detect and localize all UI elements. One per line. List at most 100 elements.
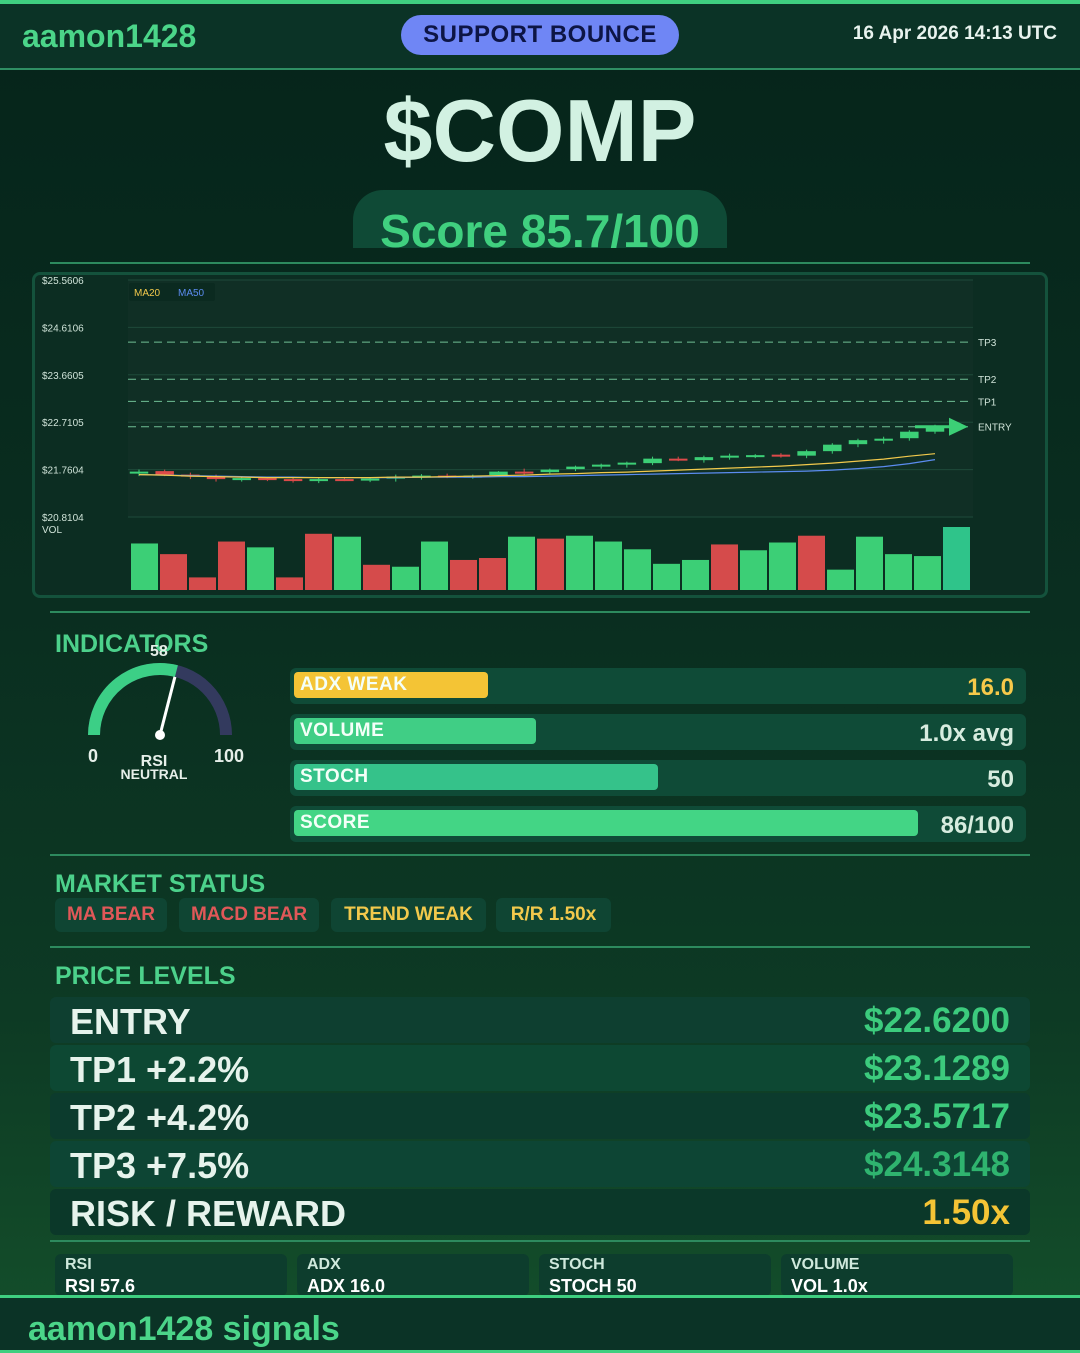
ma20-line xyxy=(138,453,936,479)
indicator-value: 1.0x avg xyxy=(919,720,1014,747)
stat-value: STOCH 50 xyxy=(549,1276,637,1296)
volume-bar xyxy=(595,541,622,590)
price-level-name: TP3 +7.5% xyxy=(70,1145,250,1186)
y-tick-label: $20.8104 xyxy=(42,513,84,524)
candle-body xyxy=(823,444,842,452)
gauge-min-label: 0 xyxy=(88,746,98,766)
volume-bar xyxy=(653,563,680,590)
price-level-row: TP1 +2.2% $23.1289 xyxy=(50,1045,1030,1091)
volume-bar xyxy=(827,569,854,590)
status-chip: R/R 1.50x xyxy=(496,898,611,932)
price-level-name: TP1 +2.2% xyxy=(70,1049,250,1090)
volume-bar xyxy=(624,549,651,590)
stat-label: ADX xyxy=(307,1256,341,1273)
volume-bar xyxy=(160,554,187,590)
volume-bar xyxy=(479,558,506,590)
gauge-needle xyxy=(158,676,177,736)
candle-body xyxy=(643,458,662,464)
candle-body xyxy=(283,479,303,482)
candle-body xyxy=(925,426,945,432)
candle-body xyxy=(206,476,226,480)
y-tick-label: $23.6605 xyxy=(42,371,84,382)
volume-bar xyxy=(247,547,274,590)
indicators-title: INDICATORS xyxy=(55,630,209,658)
status-chip: MACD BEAR xyxy=(179,898,319,932)
candle-body xyxy=(540,469,560,473)
indicator-row: SCORE 86/100 xyxy=(290,806,1026,842)
plot-area xyxy=(128,280,973,517)
y-tick-label: $25.5606 xyxy=(42,276,84,287)
candle-body xyxy=(309,479,328,482)
divider xyxy=(50,946,1030,948)
volume-bar xyxy=(537,538,564,590)
indicator-fill xyxy=(294,718,537,744)
volume-bar xyxy=(856,536,883,590)
candle-body xyxy=(617,462,637,465)
volume-bar xyxy=(276,577,303,590)
volume-bar xyxy=(334,536,361,590)
footer-bar: aamon1428 signals xyxy=(0,1295,1080,1353)
level-label-entry: ENTRY xyxy=(978,423,1012,434)
price-level-value: $23.5717 xyxy=(864,1097,1010,1136)
top-accent-line xyxy=(0,0,1080,4)
indicator-row: STOCH 50 xyxy=(290,760,1026,796)
candle-body xyxy=(566,466,585,470)
status-chip: TREND WEAK xyxy=(331,898,486,932)
stat-card: VOLUME VOL 1.0x xyxy=(781,1254,1013,1296)
divider xyxy=(50,611,1030,613)
y-tick-label: $24.6106 xyxy=(42,323,84,334)
price-level-value: 1.50x xyxy=(922,1193,1010,1232)
volume-bar xyxy=(769,542,796,590)
gauge-state-label: NEUTRAL xyxy=(121,766,188,782)
candle-body xyxy=(335,479,354,482)
indicator-fill xyxy=(294,672,488,698)
level-label-tp2: TP2 xyxy=(978,375,997,386)
indicator-label: ADX WEAK xyxy=(300,674,408,695)
divider xyxy=(50,854,1030,856)
candle-body xyxy=(591,464,611,467)
indicator-value: 16.0 xyxy=(967,674,1014,701)
gauge-pivot xyxy=(155,730,165,740)
y-tick-label: $22.7105 xyxy=(42,418,84,429)
indicator-value: 50 xyxy=(987,766,1014,793)
volume-bar xyxy=(421,541,448,590)
volume-bar xyxy=(566,535,593,590)
candle-body xyxy=(129,471,149,474)
volume-axis-label: VOL xyxy=(42,525,62,536)
gauge-title-label: RSI xyxy=(141,753,168,770)
header-bar: aamon1428 SUPPORT BOUNCE 16 Apr 2026 14:… xyxy=(0,4,1080,70)
indicator-fill xyxy=(294,810,918,836)
stat-value: RSI 57.6 xyxy=(65,1276,136,1296)
candle-body xyxy=(258,478,277,481)
price-level-value: $22.6200 xyxy=(864,1001,1010,1040)
stat-label: VOLUME xyxy=(791,1256,860,1273)
stat-card: RSI RSI 57.6 xyxy=(55,1254,287,1296)
indicator-label: VOLUME xyxy=(300,720,385,741)
stat-value: VOL 1.0x xyxy=(791,1276,868,1296)
candle-body xyxy=(771,454,791,457)
score-text: Score 85.7/100 xyxy=(380,205,700,248)
candle-body xyxy=(720,455,739,458)
score-badge: Score 85.7/100 xyxy=(353,190,727,248)
indicator-label: STOCH xyxy=(300,766,369,787)
stat-card: ADX ADX 16.0 xyxy=(297,1254,529,1296)
indicator-label: SCORE xyxy=(300,812,371,833)
candle-body xyxy=(694,457,714,461)
price-level-row: RISK / REWARD 1.50x xyxy=(50,1189,1030,1235)
volume-bar xyxy=(392,566,419,590)
volume-bar xyxy=(450,559,477,590)
gauge-max-label: 100 xyxy=(214,746,244,766)
price-level-row: TP3 +7.5% $24.3148 xyxy=(50,1141,1030,1187)
price-level-value: $24.3148 xyxy=(864,1145,1010,1184)
divider xyxy=(50,262,1030,264)
indicator-value: 86/100 xyxy=(940,812,1014,839)
candle-body xyxy=(232,478,251,481)
volume-bar xyxy=(305,533,332,590)
candle-body xyxy=(155,471,174,475)
price-levels-title: PRICE LEVELS xyxy=(55,962,236,990)
gauge-fill xyxy=(88,663,178,736)
volume-bar xyxy=(885,554,912,590)
stat-label: STOCH xyxy=(549,1256,605,1273)
volume-bar xyxy=(131,543,158,590)
candle-body xyxy=(900,431,919,439)
